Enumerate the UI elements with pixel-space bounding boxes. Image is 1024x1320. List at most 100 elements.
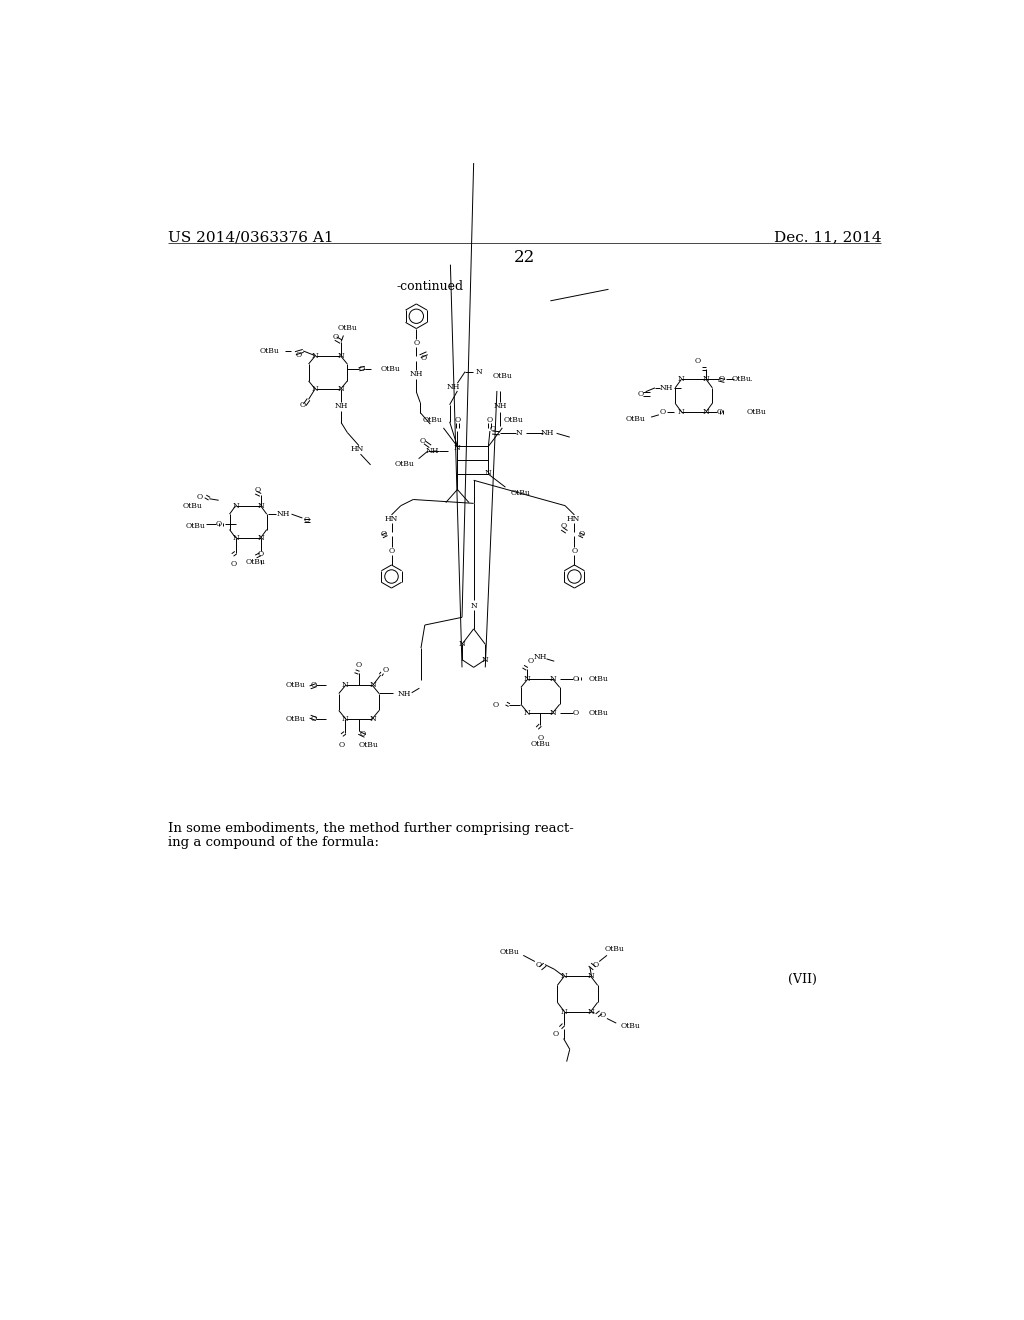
Text: O: O <box>231 560 238 568</box>
Text: O: O <box>383 665 389 673</box>
Text: N: N <box>342 681 348 689</box>
Text: OtBu: OtBu <box>511 488 530 496</box>
Text: O: O <box>333 333 339 341</box>
Text: O: O <box>356 661 362 669</box>
Text: N: N <box>678 408 685 416</box>
Text: N: N <box>523 675 530 682</box>
Text: N: N <box>257 502 264 510</box>
Text: OtBu: OtBu <box>286 715 305 723</box>
Text: O: O <box>339 741 345 750</box>
Text: -continued: -continued <box>396 280 464 293</box>
Text: N: N <box>550 675 557 682</box>
Text: OtBu: OtBu <box>504 416 523 424</box>
Text: N: N <box>702 375 710 383</box>
Text: O: O <box>388 546 394 556</box>
Text: N: N <box>311 351 318 359</box>
Text: OtBu: OtBu <box>260 347 280 355</box>
Text: OtBu: OtBu <box>732 375 752 383</box>
Text: O: O <box>638 389 644 399</box>
Text: OtBu: OtBu <box>182 503 202 511</box>
Text: OtBu: OtBu <box>626 414 645 422</box>
Text: OtBu: OtBu <box>605 945 625 953</box>
Text: O: O <box>560 523 566 531</box>
Text: NH: NH <box>494 403 507 411</box>
Text: N: N <box>560 972 567 981</box>
Text: O: O <box>580 531 585 539</box>
Text: O: O <box>421 354 427 362</box>
Text: OtBu: OtBu <box>530 739 550 747</box>
Text: N: N <box>678 375 685 383</box>
Text: NH: NH <box>278 510 291 519</box>
Text: N: N <box>342 715 348 723</box>
Text: N: N <box>470 602 477 610</box>
Text: O: O <box>296 351 301 359</box>
Text: OtBu: OtBu <box>381 364 400 372</box>
Text: OtBu: OtBu <box>246 558 266 566</box>
Text: N: N <box>257 535 264 543</box>
Text: OtBu: OtBu <box>493 371 512 380</box>
Text: NH: NH <box>659 384 673 392</box>
Text: N: N <box>560 1007 567 1015</box>
Text: O: O <box>694 356 700 364</box>
Text: HN: HN <box>350 445 365 454</box>
Text: O: O <box>659 408 666 417</box>
Text: NH: NH <box>446 383 460 391</box>
Text: O: O <box>414 339 420 347</box>
Text: O: O <box>538 734 544 742</box>
Text: OtBu: OtBu <box>589 709 608 717</box>
Text: N: N <box>550 709 557 717</box>
Text: O: O <box>254 486 260 494</box>
Text: O: O <box>572 709 579 717</box>
Text: OtBu: OtBu <box>395 461 415 469</box>
Text: O: O <box>300 401 306 409</box>
Text: N: N <box>588 1007 595 1015</box>
Text: O: O <box>311 681 317 689</box>
Text: OtBu: OtBu <box>185 521 205 529</box>
Text: O: O <box>553 1030 559 1038</box>
Text: N: N <box>454 444 461 451</box>
Text: In some embodiments, the method further comprising react-: In some embodiments, the method further … <box>168 822 574 836</box>
Text: N: N <box>232 502 239 510</box>
Text: N: N <box>516 429 522 437</box>
Text: O: O <box>536 961 542 969</box>
Text: O: O <box>216 520 222 528</box>
Text: O: O <box>197 494 203 502</box>
Text: O: O <box>572 675 579 682</box>
Text: O: O <box>486 416 493 424</box>
Text: N: N <box>523 709 530 717</box>
Text: O: O <box>600 1011 606 1019</box>
Text: O: O <box>359 730 366 738</box>
Text: O: O <box>257 550 263 558</box>
Text: N: N <box>311 385 318 393</box>
Text: OtBu: OtBu <box>746 408 766 417</box>
Text: OtBu: OtBu <box>621 1022 640 1030</box>
Text: HN: HN <box>385 515 398 523</box>
Text: OtBu: OtBu <box>589 675 608 682</box>
Text: N: N <box>370 681 376 689</box>
Text: O: O <box>571 546 578 556</box>
Text: O: O <box>593 961 599 969</box>
Text: .: . <box>750 375 752 383</box>
Text: O: O <box>719 375 725 383</box>
Text: NH: NH <box>397 690 411 698</box>
Text: O: O <box>311 715 317 723</box>
Text: O: O <box>493 701 499 709</box>
Text: N: N <box>370 715 376 723</box>
Text: O: O <box>489 425 496 433</box>
Text: (VII): (VII) <box>787 973 817 986</box>
Text: OtBu: OtBu <box>500 948 519 956</box>
Text: ing a compound of the formula:: ing a compound of the formula: <box>168 836 379 849</box>
Text: N: N <box>338 351 344 359</box>
Text: O: O <box>717 408 723 416</box>
Text: OtBu: OtBu <box>423 416 442 424</box>
Text: NH: NH <box>534 653 547 661</box>
Text: OtBu: OtBu <box>358 741 378 750</box>
Text: O: O <box>304 516 310 524</box>
Text: N: N <box>482 656 488 664</box>
Text: N: N <box>459 640 465 648</box>
Text: OtBu: OtBu <box>286 681 305 689</box>
Text: N: N <box>232 535 239 543</box>
Text: O: O <box>528 657 535 665</box>
Text: NH: NH <box>335 403 348 411</box>
Text: O: O <box>381 531 387 539</box>
